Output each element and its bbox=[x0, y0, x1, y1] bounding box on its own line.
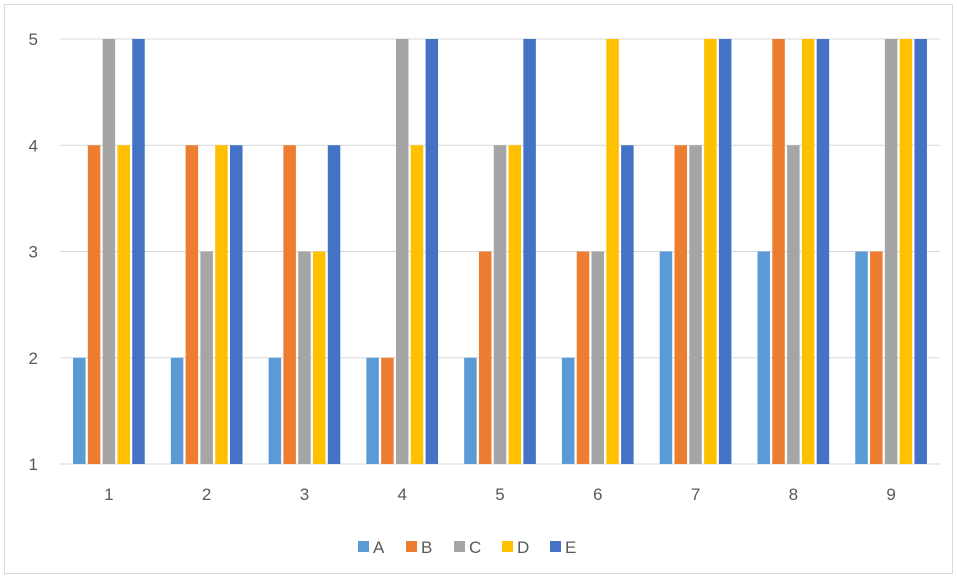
bar-D-5 bbox=[508, 145, 522, 464]
bar-B-5 bbox=[478, 251, 492, 464]
bar-A-8 bbox=[757, 251, 770, 464]
bar-A-5 bbox=[464, 357, 477, 464]
bar-C-8 bbox=[787, 145, 800, 464]
bar-E-8 bbox=[816, 39, 830, 464]
legend-swatch-A bbox=[358, 541, 369, 552]
bar-C-6 bbox=[591, 251, 605, 464]
bar-C-3 bbox=[298, 251, 311, 464]
bar-C-9 bbox=[884, 39, 898, 464]
bar-A-9 bbox=[855, 251, 868, 464]
bar-A-2 bbox=[170, 357, 184, 464]
x-tick-label: 9 bbox=[886, 485, 895, 504]
bar-E-2 bbox=[230, 145, 243, 464]
bar-E-1 bbox=[132, 39, 145, 464]
bar-A-4 bbox=[366, 357, 379, 464]
legend-swatch-C bbox=[454, 541, 465, 552]
bar-C-5 bbox=[493, 145, 507, 464]
bar-D-6 bbox=[606, 39, 619, 464]
x-tick-label: 1 bbox=[104, 485, 113, 504]
bar-B-9 bbox=[870, 251, 883, 464]
bars bbox=[73, 39, 927, 464]
bar-C-7 bbox=[689, 145, 702, 464]
legend-label-D: D bbox=[517, 538, 529, 557]
x-tick-label: 5 bbox=[495, 485, 504, 504]
legend-swatch-B bbox=[406, 541, 417, 552]
legend-label-A: A bbox=[373, 538, 385, 557]
bar-D-7 bbox=[704, 39, 717, 464]
legend-swatch-E bbox=[550, 541, 561, 552]
bar-B-1 bbox=[87, 145, 101, 464]
x-tick-label: 6 bbox=[593, 485, 602, 504]
y-tick-label: 5 bbox=[29, 30, 38, 49]
bar-E-4 bbox=[425, 39, 439, 464]
bar-E-5 bbox=[523, 39, 536, 464]
bar-E-9 bbox=[914, 39, 927, 464]
legend-label-E: E bbox=[565, 538, 576, 557]
bar-A-3 bbox=[268, 357, 282, 464]
bar-E-6 bbox=[621, 145, 634, 464]
bar-C-1 bbox=[102, 39, 116, 464]
bar-C-2 bbox=[200, 251, 213, 464]
bar-A-7 bbox=[659, 251, 673, 464]
legend: A B C D E bbox=[358, 538, 576, 557]
bar-B-4 bbox=[381, 357, 394, 464]
bar-B-6 bbox=[576, 251, 590, 464]
bar-D-3 bbox=[312, 251, 326, 464]
y-tick-label: 4 bbox=[29, 136, 38, 155]
bar-B-3 bbox=[283, 145, 296, 464]
bar-D-1 bbox=[117, 145, 130, 464]
bar-B-8 bbox=[772, 39, 785, 464]
bar-E-7 bbox=[718, 39, 732, 464]
y-tick-label: 1 bbox=[29, 455, 38, 474]
bar-D-8 bbox=[801, 39, 815, 464]
bar-A-6 bbox=[561, 357, 575, 464]
x-tick-label: 4 bbox=[397, 485, 406, 504]
bar-B-2 bbox=[185, 145, 199, 464]
bar-E-3 bbox=[327, 145, 341, 464]
legend-label-B: B bbox=[421, 538, 432, 557]
x-tick-label: 8 bbox=[789, 485, 798, 504]
legend-swatch-D bbox=[502, 541, 513, 552]
y-tick-label: 3 bbox=[29, 243, 38, 262]
bar-D-2 bbox=[215, 145, 228, 464]
x-tick-label: 2 bbox=[202, 485, 211, 504]
bar-A-1 bbox=[73, 357, 86, 464]
legend-label-C: C bbox=[469, 538, 481, 557]
x-axis-ticks: 1 2 3 4 5 6 7 8 9 bbox=[104, 485, 896, 504]
x-tick-label: 3 bbox=[300, 485, 309, 504]
y-tick-label: 2 bbox=[29, 349, 38, 368]
y-axis-ticks: 1 2 3 4 5 bbox=[29, 30, 38, 474]
bar-B-7 bbox=[674, 145, 688, 464]
bar-D-9 bbox=[899, 39, 913, 464]
bar-D-4 bbox=[410, 145, 424, 464]
x-tick-label: 7 bbox=[691, 485, 700, 504]
bar-C-4 bbox=[395, 39, 409, 464]
